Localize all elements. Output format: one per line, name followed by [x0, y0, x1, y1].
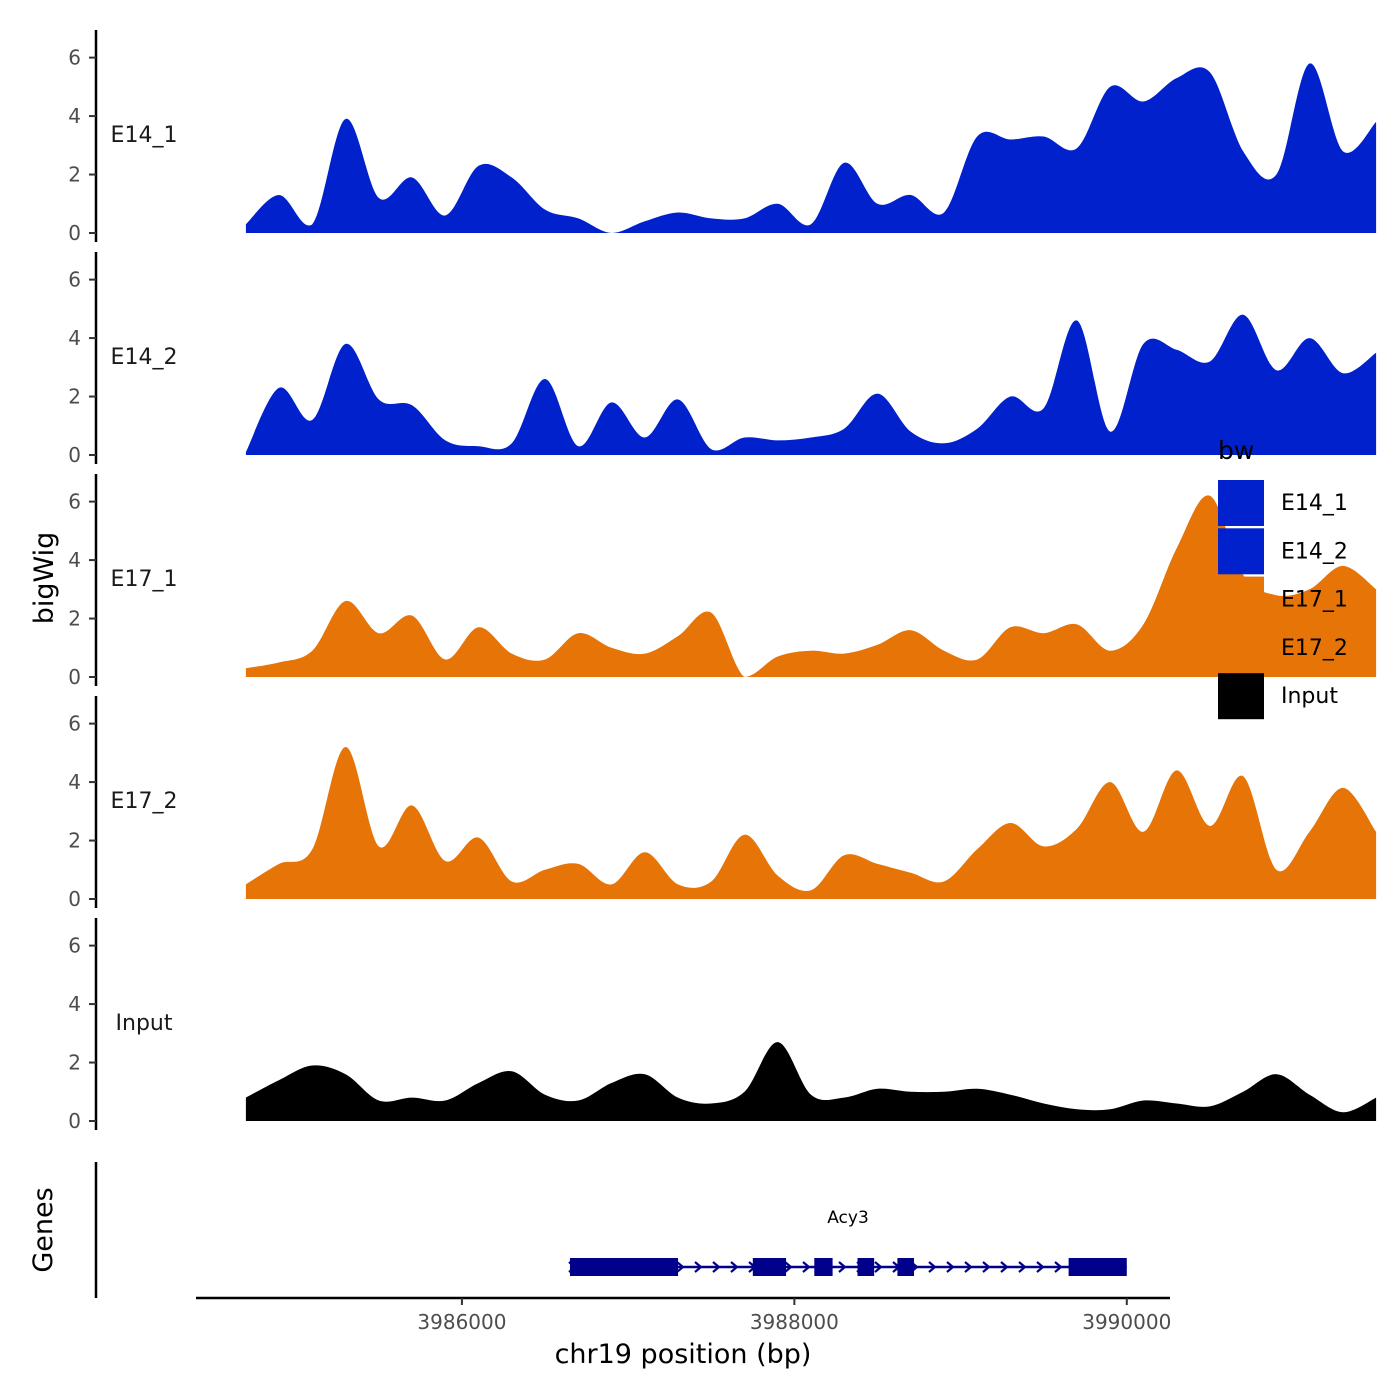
legend-label-E17_1: E17_1: [1281, 588, 1348, 613]
track-E14_1: 0 2 4 6 E14_1: [68, 30, 1377, 245]
strand-arrow: [1000, 1261, 1009, 1273]
strand-arrow: [838, 1261, 847, 1273]
x-axis: 3986000 3988000 3990000: [196, 1296, 1171, 1334]
track-E14_2: 0 2 4 6 E14_2: [68, 252, 1377, 467]
strand-arrow: [1036, 1261, 1045, 1273]
y-tick-label: 2: [68, 385, 81, 409]
y-tick-label: 0: [68, 665, 81, 689]
genes-panel: Acy3: [94, 1162, 1127, 1298]
legend-key-E14_2: [1218, 528, 1264, 575]
track-E17_2: 0 2 4 6 E17_2: [68, 696, 1377, 911]
x-tick-label: 3990000: [1082, 1310, 1171, 1334]
legend-key-E14_1: [1218, 480, 1264, 526]
y-tick-label: 2: [68, 607, 81, 631]
strand-arrow: [1018, 1261, 1027, 1273]
y-tick-label: 0: [68, 1109, 81, 1133]
gene-exon: [752, 1258, 787, 1276]
strand-arrow: [694, 1261, 703, 1273]
coverage-area-Input: [245, 1042, 1377, 1121]
track-label: Input: [116, 1011, 173, 1036]
coverage-area-E17_2: [245, 746, 1377, 899]
strand-arrow: [676, 1261, 685, 1273]
y-tick-label: 6: [68, 46, 81, 70]
y-tick-label: 4: [68, 992, 81, 1016]
legend-label-E14_2: E14_2: [1281, 539, 1348, 564]
legend: bw E14_1 E14_2 E17_1 E17_2 Input: [1218, 436, 1348, 720]
gene-label: Acy3: [827, 1208, 869, 1228]
x-axis-title: chr19 position (bp): [555, 1339, 812, 1370]
gene-exon: [569, 1258, 679, 1276]
y-tick-label: 4: [68, 104, 81, 128]
coverage-area-E17_1: [245, 495, 1377, 677]
strand-arrow: [1054, 1261, 1063, 1273]
x-tick-label: 3986000: [417, 1310, 506, 1334]
y-tick-label: 2: [68, 829, 81, 853]
y-tick-label: 6: [68, 490, 81, 514]
track-E17_1: 0 2 4 6 E17_1: [68, 474, 1377, 689]
coverage-area-E14_1: [245, 63, 1377, 233]
x-tick-label: 3988000: [750, 1310, 839, 1334]
gene-exon: [1068, 1258, 1127, 1276]
coverage-area-E14_2: [245, 314, 1377, 455]
strand-arrow: [928, 1261, 937, 1273]
genes-axis-title: Genes: [28, 1187, 59, 1272]
y-tick-label: 4: [68, 326, 81, 350]
strand-arrow: [874, 1261, 883, 1273]
track-Input: 0 2 4 6 Input: [68, 918, 1377, 1133]
gene-exon: [814, 1258, 833, 1276]
track-label: E17_1: [111, 567, 178, 592]
legend-title: bw: [1218, 436, 1254, 465]
y-tick-label: 2: [68, 163, 81, 187]
legend-label-E17_2: E17_2: [1281, 636, 1348, 661]
y-tick-label: 6: [68, 712, 81, 736]
strand-arrow: [802, 1261, 811, 1273]
coverage-tracks: 0 2 4 6 E14_1 0 2 4 6 E14_2 0 2 4 6 E17_1 0 2 4 6 E17_2 0 2 4 6…: [68, 30, 1377, 1133]
y-tick-label: 0: [68, 221, 81, 245]
strand-arrow: [946, 1261, 955, 1273]
strand-arrow: [982, 1261, 991, 1273]
y-axis-title: bigWig: [29, 532, 60, 625]
strand-arrow: [730, 1261, 739, 1273]
strand-arrow: [964, 1261, 973, 1273]
y-tick-label: 6: [68, 268, 81, 292]
legend-label-E14_1: E14_1: [1281, 491, 1348, 516]
y-tick-label: 4: [68, 548, 81, 572]
strand-arrow: [712, 1261, 721, 1273]
track-label: E14_2: [111, 345, 178, 370]
y-tick-label: 4: [68, 770, 81, 794]
legend-key-E17_2: [1218, 624, 1264, 671]
y-tick-label: 0: [68, 887, 81, 911]
legend-label-Input: Input: [1281, 684, 1338, 709]
strand-arrow: [784, 1261, 793, 1273]
gene-exon: [857, 1258, 875, 1276]
y-tick-label: 0: [68, 443, 81, 467]
gene-model: [568, 1258, 1127, 1276]
y-tick-label: 2: [68, 1051, 81, 1075]
y-tick-label: 6: [68, 934, 81, 958]
track-label: E17_2: [111, 789, 178, 814]
legend-key-Input: [1218, 673, 1264, 720]
legend-key-E17_1: [1218, 576, 1264, 623]
gene-exon: [897, 1258, 915, 1276]
track-label: E14_1: [111, 123, 178, 148]
